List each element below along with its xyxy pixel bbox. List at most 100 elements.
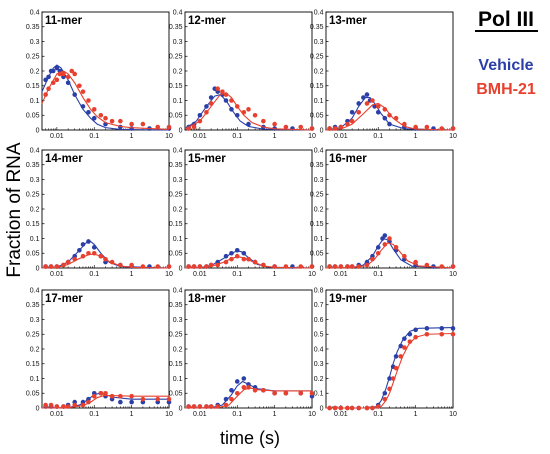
panels: 00.050.10.150.20.250.30.350.40.01 0.1 1 101… xyxy=(26,9,457,418)
y-tick-label: 0 xyxy=(179,405,183,412)
data-point-bmh-21 xyxy=(356,110,362,115)
data-point-vehicle xyxy=(375,245,381,250)
data-point-bmh-21 xyxy=(129,262,134,268)
data-point-bmh-21 xyxy=(327,405,332,411)
data-point-bmh-21 xyxy=(155,124,161,130)
legend: Pol III Vehicle BMH-21 xyxy=(475,8,538,98)
y-tick-label: 0.4 xyxy=(173,9,183,16)
data-point-bmh-21 xyxy=(364,405,370,411)
y-tick-label: 0.05 xyxy=(169,113,183,120)
y-tick-label: 0.2 xyxy=(173,346,183,353)
data-point-vehicle xyxy=(65,80,71,86)
data-point-vehicle xyxy=(382,390,388,396)
panel-11-mer: 0 0.05 0.1 0.15 0.2 0.25 0.3 0.35 0.4 0.01 0.1 1 10 1… xyxy=(26,9,173,140)
panel-18-mer: 0 0.05 0.1 0.15 0.2 0.25 0.3 0.35 0.4 0.01 0.1 1 10 1… xyxy=(169,287,316,418)
y-tick-label: 0.25 xyxy=(26,54,40,61)
data-point-vehicle xyxy=(91,245,97,250)
legend-item-bmh21: BMH-21 xyxy=(476,81,536,98)
panel-title: 14-mer xyxy=(45,153,83,165)
data-point-bmh-21 xyxy=(129,121,134,127)
y-tick-label: 0.2 xyxy=(314,206,324,213)
y-tick-label: 0.1 xyxy=(30,236,40,243)
y-tick-label: 0.5 xyxy=(314,332,324,339)
data-point-bmh-21 xyxy=(166,124,172,130)
data-point-bmh-21 xyxy=(393,245,399,250)
panel-title: 12-mer xyxy=(188,15,226,27)
data-point-bmh-21 xyxy=(103,115,108,121)
data-point-bmh-21 xyxy=(80,89,86,94)
data-point-bmh-21 xyxy=(393,365,399,371)
data-point-bmh-21 xyxy=(327,264,332,269)
y-tick-label: 0.4 xyxy=(314,9,324,16)
data-point-bmh-21 xyxy=(345,121,350,127)
data-point-bmh-21 xyxy=(103,256,108,262)
data-point-vehicle xyxy=(413,327,418,333)
y-tick-label: 0 xyxy=(320,405,324,412)
data-point-bmh-21 xyxy=(86,399,91,405)
legend-item-vehicle: Vehicle xyxy=(478,57,533,74)
data-point-bmh-21 xyxy=(191,264,197,269)
data-point-bmh-21 xyxy=(103,390,108,396)
data-point-bmh-21 xyxy=(91,107,97,112)
data-point-bmh-21 xyxy=(424,331,430,337)
y-tick-label: 0.1 xyxy=(173,376,183,383)
x-tick-label: 1 xyxy=(130,133,134,140)
x-tick-label: 1 xyxy=(130,271,134,278)
data-point-bmh-21 xyxy=(402,253,407,259)
data-point-bmh-21 xyxy=(72,71,78,77)
y-tick-label: 0.4 xyxy=(173,147,183,154)
data-point-bmh-21 xyxy=(72,402,78,408)
data-point-bmh-21 xyxy=(197,264,203,269)
data-point-bmh-21 xyxy=(261,118,266,124)
y-tick-label: 0.3 xyxy=(173,39,183,46)
data-point-bmh-21 xyxy=(191,404,197,409)
x-tick-label: 10 xyxy=(308,271,316,278)
data-point-bmh-21 xyxy=(272,121,277,127)
data-point-bmh-21 xyxy=(375,404,381,409)
data-point-bmh-21 xyxy=(283,264,289,269)
panel-title: 11-mer xyxy=(45,15,83,27)
data-point-bmh-21 xyxy=(382,107,388,112)
data-point-bmh-21 xyxy=(204,404,209,409)
data-point-vehicle xyxy=(431,126,436,131)
data-point-bmh-21 xyxy=(129,393,134,399)
data-point-bmh-21 xyxy=(166,396,172,402)
data-point-bmh-21 xyxy=(252,112,258,118)
data-point-bmh-21 xyxy=(208,404,214,409)
data-point-vehicle xyxy=(361,95,366,100)
data-point-bmh-21 xyxy=(48,264,54,269)
y-tick-label: 0.3 xyxy=(30,177,40,184)
data-point-bmh-21 xyxy=(387,386,392,392)
data-point-bmh-21 xyxy=(72,256,78,262)
data-point-vehicle xyxy=(129,399,134,405)
x-tick-label: 0.1 xyxy=(232,411,242,418)
data-point-bmh-21 xyxy=(387,236,392,241)
data-point-vehicle xyxy=(208,95,214,100)
data-point-vehicle xyxy=(290,126,295,131)
y-tick-label: 0.35 xyxy=(26,302,40,309)
data-point-bmh-21 xyxy=(402,121,407,127)
data-point-vehicle xyxy=(197,112,203,118)
data-point-vehicle xyxy=(387,121,392,127)
y-tick-label: 0.4 xyxy=(30,287,40,294)
data-point-bmh-21 xyxy=(298,390,304,396)
x-tick-label: 0.01 xyxy=(334,133,348,140)
data-point-bmh-21 xyxy=(80,253,86,259)
y-tick-label: 0 xyxy=(179,265,183,272)
y-tick-label: 0.6 xyxy=(314,317,324,324)
y-tick-label: 0.4 xyxy=(30,9,40,16)
plot-frame xyxy=(325,11,454,131)
data-point-bmh-21 xyxy=(223,402,229,408)
y-tick-label: 0.1 xyxy=(314,236,324,243)
panel-title: 18-mer xyxy=(188,293,226,305)
panel-title: 16-mer xyxy=(329,153,367,165)
data-point-bmh-21 xyxy=(229,98,234,103)
x-tick-label: 1 xyxy=(273,271,277,278)
data-point-bmh-21 xyxy=(118,393,123,399)
x-tick-label: 10 xyxy=(165,271,173,278)
data-point-bmh-21 xyxy=(155,396,161,402)
data-point-bmh-21 xyxy=(345,405,350,411)
data-point-vehicle xyxy=(86,239,91,244)
panel-19-mer: 0 0.1 0.2 0.3 0.4 0.5 0.6 0.7 0.8 0.01 0.1 1 10 19-me… xyxy=(314,287,457,418)
data-point-bmh-21 xyxy=(398,354,404,359)
